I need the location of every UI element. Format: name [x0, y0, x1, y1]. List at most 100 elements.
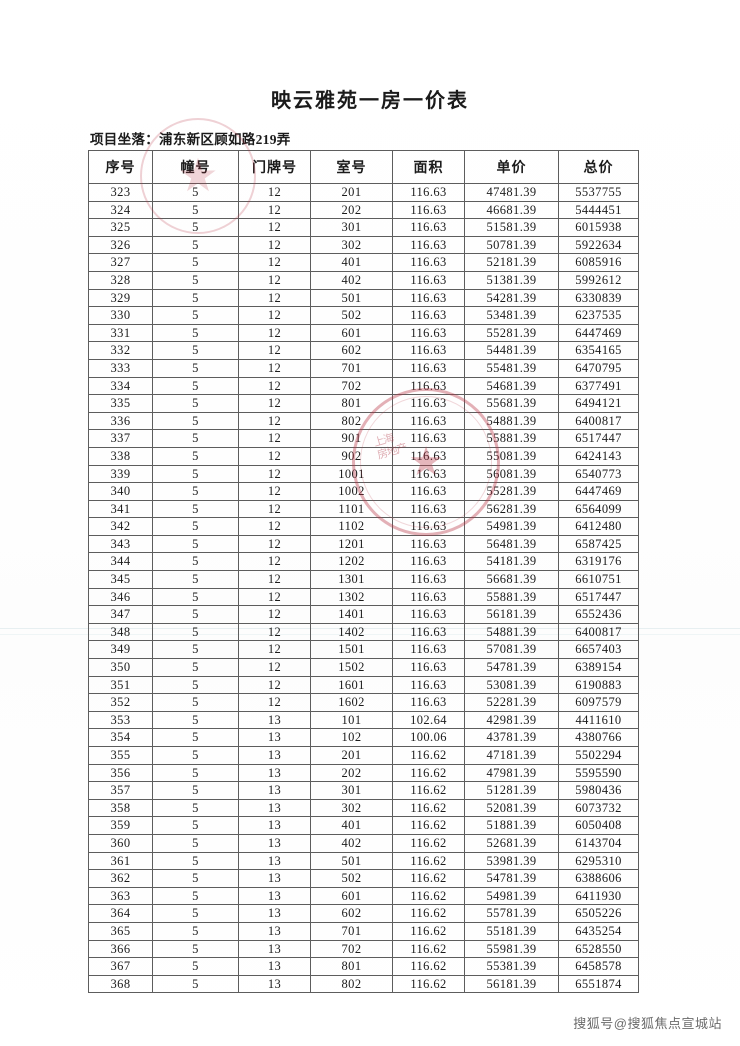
table-cell: 5: [152, 446, 239, 466]
table-row: 337 5 12 901 116.63 55881.39 6517447: [88, 429, 639, 448]
table-cell: 5: [152, 552, 239, 572]
table-cell: 57081.39: [464, 640, 559, 660]
table-cell: 502: [310, 306, 393, 325]
table-cell: 325: [88, 218, 153, 237]
table-cell: 12: [238, 693, 311, 712]
table-row: 333 5 12 701 116.63 55481.39 6470795: [88, 358, 639, 378]
table-cell: 5: [152, 183, 239, 202]
table-cell: 12: [238, 552, 311, 572]
table-cell: 1402: [310, 622, 393, 642]
table-row: 354 5 13 102 100.06 43781.39 4380766: [88, 728, 639, 747]
table-row: 330 5 12 502 116.63 53481.39 6237535: [88, 306, 639, 325]
table-cell: 12: [238, 587, 311, 607]
table-cell: 5: [152, 851, 239, 871]
table-row: 359 5 13 401 116.62 51881.39 6050408: [88, 816, 639, 835]
table-cell: 362: [88, 869, 153, 888]
table-cell: 702: [310, 376, 393, 396]
table-cell: 56081.39: [464, 464, 559, 484]
table-cell: 6073732: [558, 798, 639, 818]
table-cell: 116.63: [392, 358, 465, 378]
table-cell: 5: [152, 693, 239, 712]
table-cell: 602: [310, 341, 393, 360]
table-cell: 54481.39: [464, 341, 559, 360]
table-cell: 116.62: [392, 957, 465, 976]
table-cell: 1601: [310, 675, 393, 695]
table-cell: 6377491: [558, 376, 639, 396]
table-cell: 47181.39: [464, 746, 559, 765]
table-cell: 324: [88, 200, 153, 220]
table-cell: 13: [238, 851, 311, 871]
table-cell: 116.63: [392, 640, 465, 660]
table-row: 352 5 12 1602 116.63 52281.39 6097579: [88, 693, 639, 712]
table-cell: 12: [238, 358, 311, 378]
table-cell: 363: [88, 886, 153, 906]
table-cell: 116.62: [392, 746, 465, 765]
table-cell: 53981.39: [464, 851, 559, 871]
table-cell: 6400817: [558, 411, 639, 431]
table-cell: 116.63: [392, 183, 465, 202]
table-cell: 52281.39: [464, 693, 559, 712]
table-cell: 6015938: [558, 218, 639, 237]
table-cell: 116.62: [392, 763, 465, 783]
table-cell: 302: [310, 235, 393, 255]
table-cell: 326: [88, 235, 153, 255]
table-cell: 6505226: [558, 904, 639, 923]
table-cell: 365: [88, 921, 153, 941]
table-cell: 116.63: [392, 605, 465, 624]
table-cell: 56181.39: [464, 605, 559, 624]
table-cell: 13: [238, 869, 311, 888]
table-cell: 12: [238, 534, 311, 554]
table-cell: 116.63: [392, 552, 465, 572]
table-cell: 55881.39: [464, 587, 559, 607]
table-cell: 53481.39: [464, 306, 559, 325]
table-cell: 5: [152, 816, 239, 835]
table-cell: 13: [238, 816, 311, 835]
table-row: 323 5 12 201 116.63 47481.39 5537755: [88, 183, 639, 202]
table-cell: 116.62: [392, 939, 465, 959]
table-cell: 343: [88, 534, 153, 554]
table-cell: 5: [152, 534, 239, 554]
table-cell: 6190883: [558, 675, 639, 695]
table-cell: 54781.39: [464, 658, 559, 677]
project-location: 项目坐落：浦东新区顾如路219弄: [90, 128, 291, 148]
table-cell: 602: [310, 904, 393, 923]
table-cell: 6319176: [558, 552, 639, 572]
table-cell: 12: [238, 658, 311, 677]
table-cell: 51381.39: [464, 270, 559, 290]
table-cell: 55481.39: [464, 358, 559, 378]
table-cell: 116.62: [392, 869, 465, 888]
table-cell: 55181.39: [464, 921, 559, 941]
table-cell: 338: [88, 446, 153, 466]
table-cell: 116.63: [392, 675, 465, 695]
table-row: 353 5 13 101 102.64 42981.39 4411610: [88, 710, 639, 730]
table-cell: 116.63: [392, 534, 465, 554]
table-cell: 56481.39: [464, 534, 559, 554]
table-row: 329 5 12 501 116.63 54281.39 6330839: [88, 288, 639, 308]
table-cell: 1401: [310, 605, 393, 624]
table-cell: 12: [238, 341, 311, 360]
table-cell: 6388606: [558, 869, 639, 888]
table-cell: 6330839: [558, 288, 639, 308]
table-row: 364 5 13 602 116.62 55781.39 6505226: [88, 904, 639, 923]
table-cell: 1102: [310, 517, 393, 536]
table-cell: 402: [310, 833, 393, 853]
table-row: 327 5 12 401 116.63 52181.39 6085916: [88, 253, 639, 272]
table-row: 328 5 12 402 116.63 51381.39 5992612: [88, 270, 639, 290]
table-cell: 5: [152, 710, 239, 730]
table-cell: 13: [238, 957, 311, 976]
table-cell: 6587425: [558, 534, 639, 554]
table-cell: 116.63: [392, 411, 465, 431]
table-cell: 5: [152, 411, 239, 431]
column-header: 单价: [464, 150, 559, 184]
table-cell: 5: [152, 394, 239, 413]
table-cell: 333: [88, 358, 153, 378]
table-cell: 6447469: [558, 482, 639, 501]
table-cell: 12: [238, 605, 311, 624]
table-row: 341 5 12 1101 116.63 56281.39 6564099: [88, 499, 639, 519]
table-cell: 116.63: [392, 570, 465, 589]
table-cell: 53081.39: [464, 675, 559, 695]
table-cell: 5: [152, 746, 239, 765]
table-cell: 901: [310, 429, 393, 448]
table-cell: 6540773: [558, 464, 639, 484]
table-cell: 46681.39: [464, 200, 559, 220]
